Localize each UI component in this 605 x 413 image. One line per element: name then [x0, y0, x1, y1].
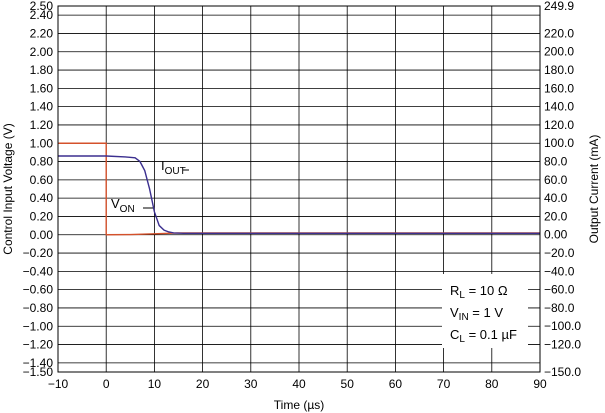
y-left-tick-label: 1.60	[30, 81, 54, 95]
condition-cl-main: C	[450, 327, 459, 342]
condition-rl-sub: L	[459, 290, 465, 301]
x-tick-label: 10	[148, 377, 162, 391]
x-tick-label: 90	[533, 377, 547, 391]
y-left-tick-label: −1.00	[23, 319, 54, 333]
y-right-tick-label: 180.0	[544, 63, 574, 77]
y-left-tick-label: −0.40	[23, 264, 54, 278]
y-left-tick-label: −1.50	[23, 365, 54, 379]
y-right-tick-label: −120.0	[544, 338, 581, 352]
y-right-tick-label: −40.0	[544, 264, 575, 278]
y-left-tick-label: −1.40	[23, 356, 54, 370]
conditions-box: RL = 10 Ω VIN = 1 V CL = 0.1 µF	[442, 274, 528, 348]
x-tick-label: 70	[437, 377, 451, 391]
y-right-tick-label: 100.0	[544, 136, 574, 150]
y-right-tick-label: 200.0	[544, 45, 574, 59]
von-label-sub: ON	[120, 204, 135, 215]
condition-vin-rest: = 1 V	[469, 305, 504, 320]
y-right-tick-label: 40.0	[544, 191, 568, 205]
x-axis-ticks: −10 0 10 20 30 40 50 60 70 80 90	[48, 377, 547, 391]
conditions-box-background	[442, 274, 528, 348]
y-right-tick-label: 20.0	[544, 209, 568, 223]
x-tick-label: 20	[196, 377, 210, 391]
y-left-tick-label: 1.20	[30, 118, 54, 132]
right-axis-ticks: 249.9 220.0 200.0 180.0 160.0 140.0 120.0 100.0…	[544, 0, 581, 379]
condition-cl-rest: = 0.1 µF	[465, 327, 517, 342]
von-label: VON	[111, 196, 135, 215]
y-left-tick-label: −0.60	[23, 283, 54, 297]
y-right-tick-label: 60.0	[544, 173, 568, 187]
y-right-tick-label: −100.0	[544, 319, 581, 333]
condition-vin: VIN = 1 V	[450, 305, 503, 323]
y-right-tick-label: 249.9	[544, 0, 574, 13]
condition-rl-rest: = 10 Ω	[465, 283, 508, 298]
condition-rl: RL = 10 Ω	[450, 283, 508, 301]
x-tick-label: 80	[485, 377, 499, 391]
y-left-tick-label: −0.20	[23, 246, 54, 260]
y-right-tick-label: −80.0	[544, 301, 575, 315]
y-left-axis-title: Control Input Voltage (V)	[1, 123, 15, 254]
y-left-tick-label: 2.40	[30, 8, 54, 22]
y-left-tick-label: 0.60	[30, 173, 54, 187]
y-left-tick-label: 1.00	[30, 136, 54, 150]
y-left-tick-label: 0.80	[30, 155, 54, 169]
y-left-tick-label: −1.20	[23, 338, 54, 352]
y-left-tick-label: 2.00	[30, 45, 54, 59]
iout-label-main: I	[161, 158, 165, 173]
condition-cl-sub: L	[459, 334, 465, 345]
y-right-tick-label: 140.0	[544, 100, 574, 114]
y-right-tick-label: −20.0	[544, 246, 575, 260]
von-label-main: V	[111, 196, 120, 211]
condition-rl-main: R	[450, 283, 459, 298]
y-left-tick-label: 1.80	[30, 63, 54, 77]
y-right-tick-label: 80.0	[544, 154, 568, 168]
condition-vin-sub: IN	[459, 312, 469, 323]
y-right-tick-label: 160.0	[544, 81, 574, 95]
y-left-tick-label: 1.40	[30, 100, 54, 114]
x-tick-label: 40	[292, 377, 306, 391]
y-right-tick-label: −60.0	[544, 283, 575, 297]
series-layer	[58, 142, 540, 236]
y-right-tick-label: 0.00	[544, 228, 568, 242]
series-line-iout	[58, 155, 540, 235]
plot-frame	[57, 5, 541, 373]
y-left-tick-label: −0.80	[23, 301, 54, 315]
x-tick-label: 60	[389, 377, 403, 391]
y-left-tick-label: 2.50	[30, 0, 54, 13]
y-left-tick-label: 0.20	[30, 209, 54, 223]
y-left-tick-label: 0.40	[30, 191, 54, 205]
iout-label: IOUT	[161, 158, 186, 177]
y-right-tick-label: 220.0	[544, 26, 574, 40]
x-tick-label: 50	[341, 377, 355, 391]
y-right-tick-label: 120.0	[544, 118, 574, 132]
x-tick-label: 30	[244, 377, 258, 391]
y-left-tick-label: 0.00	[30, 228, 54, 242]
x-tick-label: 0	[103, 377, 110, 391]
x-axis-title: Time (µs)	[274, 398, 324, 412]
y-right-axis-title: Output Current (mA)	[587, 135, 601, 244]
left-axis-ticks: 2.502.40 2.20 2.00 1.80 1.60 1.40 1.20 1.00 0.80…	[23, 0, 54, 379]
condition-cl: CL = 0.1 µF	[450, 327, 517, 345]
y-right-tick-label: −150.0	[544, 365, 581, 379]
x-tick-label: −10	[48, 377, 69, 391]
iout-label-sub: OUT	[165, 166, 186, 177]
y-left-tick-label: 2.20	[30, 26, 54, 40]
condition-vin-main: V	[450, 305, 459, 320]
